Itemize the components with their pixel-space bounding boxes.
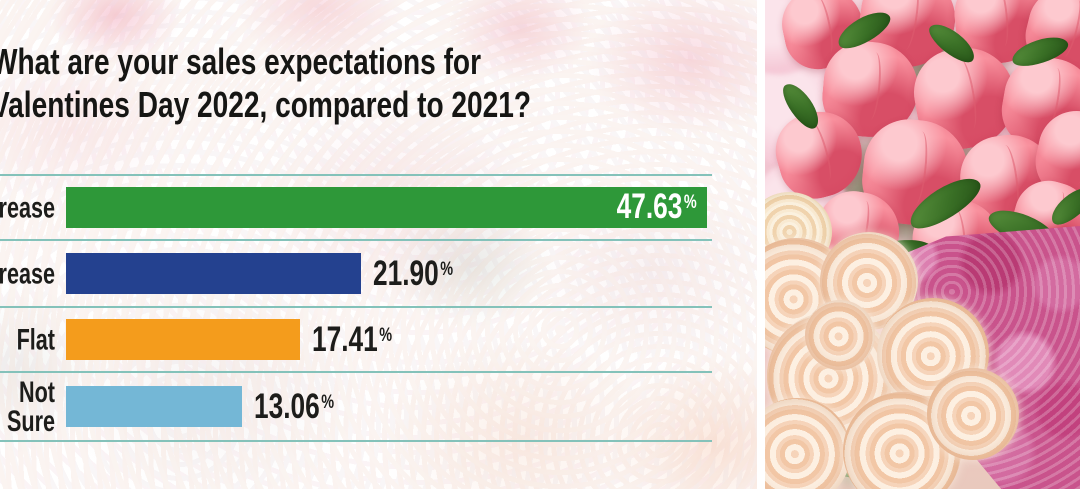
value-number: 21.90 (372, 253, 439, 293)
bar-decrease (66, 253, 361, 294)
bar-label-line: Decrease (0, 257, 55, 290)
chart-title-line-2: Valentines Day 2022, compared to 2021? (0, 84, 532, 125)
percent-sign: % (684, 191, 698, 213)
rose (927, 368, 1019, 460)
value-label: 21.90% (373, 254, 453, 294)
bar-increase: 47.63% (66, 187, 708, 228)
value-label: 47.63% (617, 187, 697, 227)
bar-row: Decrease 21.90% (0, 239, 712, 306)
bar-label: Increase (0, 191, 55, 224)
value-number: 13.06 (253, 386, 320, 426)
value-label: 17.41% (312, 320, 392, 360)
bar-not-sure (66, 386, 242, 427)
bar-row: Flat 17.41% (0, 306, 712, 371)
bar-label-line: Sure (6, 404, 55, 438)
bar-label: Decrease (0, 257, 55, 290)
chart-title: What are your sales expectations for Val… (0, 40, 531, 126)
chart-panel: What are your sales expectations for Val… (0, 0, 757, 489)
bar-flat (66, 319, 301, 360)
bar-label: Not Sure (0, 375, 55, 438)
bar-row: Increase 47.63% (0, 174, 712, 239)
value-number: 17.41 (312, 319, 379, 359)
bar-label-line: Not (19, 375, 55, 409)
bar-label: Flat (0, 323, 55, 356)
flower-photo (765, 0, 1080, 489)
chart-title-line-1: What are your sales expectations for (0, 41, 482, 82)
percent-sign: % (379, 324, 393, 346)
rose (805, 300, 875, 370)
bar-row: Not Sure 13.06% (0, 371, 712, 440)
value-label: 13.06% (254, 387, 334, 427)
bar-rows: Increase47.63%Decrease21.90%Flat17.41%No… (0, 174, 712, 442)
faded-flowers-background (0, 0, 757, 489)
bar-label-line: Increase (0, 191, 55, 224)
bar-label-line: Flat (16, 323, 55, 356)
panel-divider (757, 0, 765, 489)
percent-sign: % (320, 391, 334, 413)
percent-sign: % (439, 258, 453, 280)
value-number: 47.63 (617, 186, 683, 226)
